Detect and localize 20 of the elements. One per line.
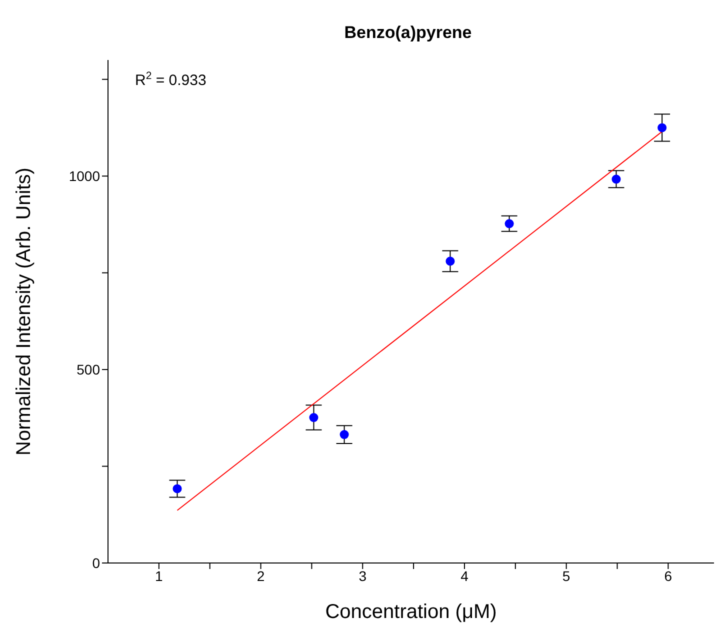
point [612, 174, 621, 184]
chart-title: Benzo(a)pyrene [344, 23, 472, 42]
point [172, 484, 182, 494]
point [309, 413, 318, 422]
y-tick-label: 0 [92, 554, 100, 571]
x-tick-label: 5 [562, 568, 570, 584]
x-tick-label: 1 [155, 568, 164, 584]
x-tick-label: 2 [256, 568, 265, 584]
point [658, 123, 667, 132]
y-tick-label: 1000 [68, 168, 100, 184]
point [340, 430, 349, 440]
x-tick-label: 3 [358, 568, 367, 584]
x-tick-label: 6 [664, 568, 672, 584]
annotation: R$^{2}$ = 0.933 [135, 70, 206, 89]
y-axis-title: Normalized Intensity (Arb. Units) [13, 168, 36, 456]
x-tick-label: 4 [460, 568, 469, 584]
x-axis-title: Concentration (μM) [325, 601, 497, 623]
point [446, 256, 455, 266]
y-tick-label: 500 [76, 362, 100, 378]
point [504, 219, 514, 228]
